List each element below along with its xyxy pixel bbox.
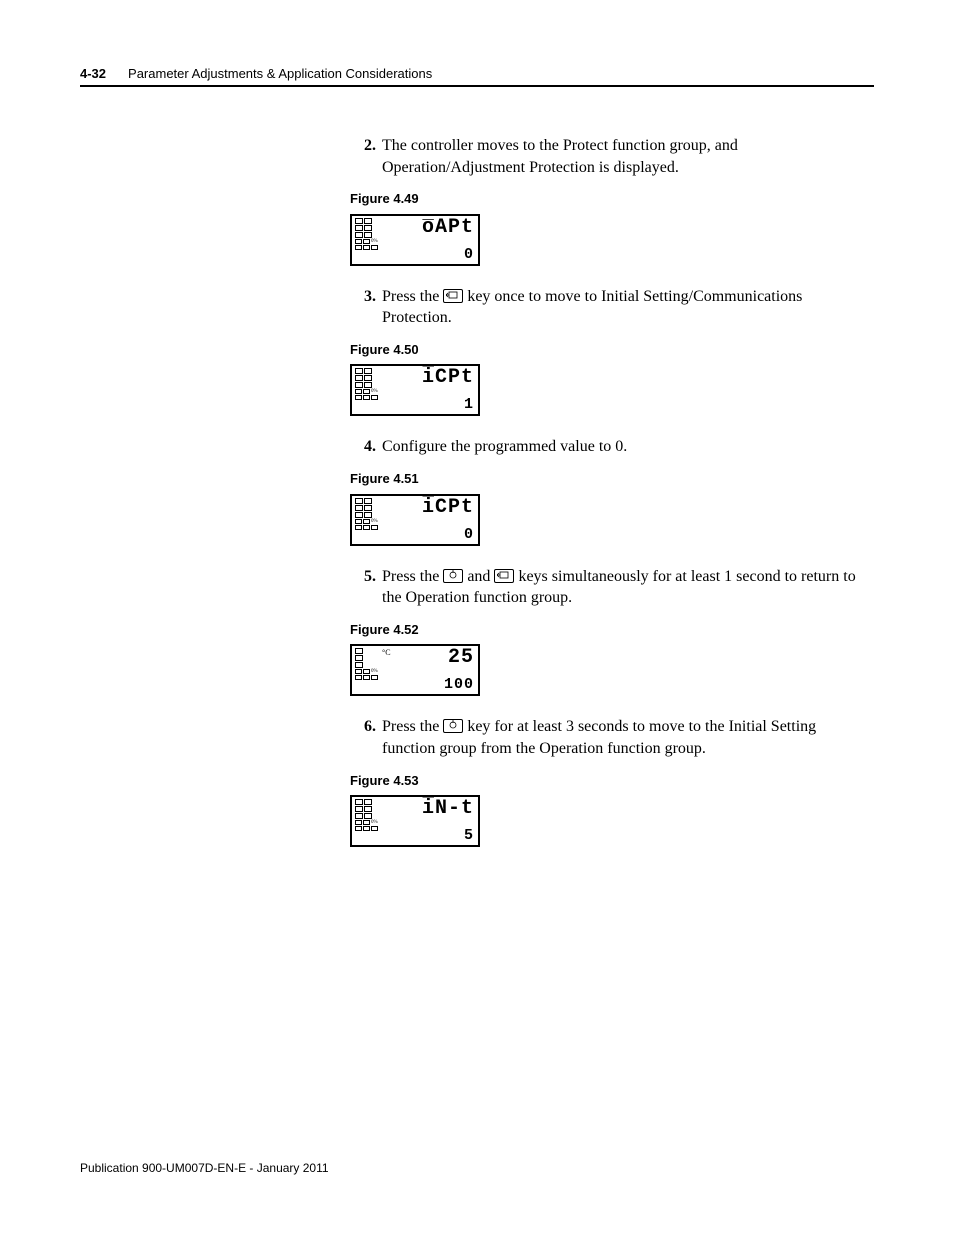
level-key-icon — [443, 569, 463, 583]
segment-display: i̅CPt 0 — [382, 496, 478, 544]
step-text: Press the key once to move to Initial Se… — [382, 286, 870, 329]
segment-display: i̅N-t 5 — [382, 797, 478, 845]
display-450: 0% i̅CPt 1 — [350, 364, 480, 416]
display-top: 25 — [382, 648, 474, 668]
step-number: 4. — [350, 436, 376, 458]
display-top: i̅N-t — [382, 799, 474, 819]
header-rule — [80, 85, 874, 87]
main-content: 2. The controller moves to the Protect f… — [350, 135, 870, 847]
display-top: i̅CPt — [382, 368, 474, 388]
mode-key-icon — [443, 289, 463, 303]
page-number: 4-32 — [80, 66, 106, 81]
step-number: 2. — [350, 135, 376, 178]
indicator-panel: 0% — [352, 797, 382, 845]
display-453: 0% i̅N-t 5 — [350, 795, 480, 847]
display-bottom: 100 — [382, 678, 474, 692]
segment-display: i̅CPt 1 — [382, 366, 478, 414]
display-452: °C 0% 25 100 — [350, 644, 480, 696]
figure-label-450: Figure 4.50 — [350, 341, 870, 359]
step-5: 5. Press the and keys simultaneously for… — [350, 566, 870, 609]
step-6: 6. Press the key for at least 3 seconds … — [350, 716, 870, 759]
segment-display: 25 100 — [382, 646, 478, 694]
section-title: Parameter Adjustments & Application Cons… — [128, 66, 432, 81]
level-key-icon — [443, 719, 463, 733]
display-449: 0% o̅APt 0 — [350, 214, 480, 266]
display-451: 0% i̅CPt 0 — [350, 494, 480, 546]
step-3: 3. Press the key once to move to Initial… — [350, 286, 870, 329]
indicator-panel: 0% — [352, 496, 382, 544]
figure-label-451: Figure 4.51 — [350, 470, 870, 488]
figure-label-452: Figure 4.52 — [350, 621, 870, 639]
display-bottom: 0 — [382, 248, 474, 262]
step-2: 2. The controller moves to the Protect f… — [350, 135, 870, 178]
step-text: Configure the programmed value to 0. — [382, 436, 870, 458]
step-text: Press the key for at least 3 seconds to … — [382, 716, 870, 759]
step-4: 4. Configure the programmed value to 0. — [350, 436, 870, 458]
display-bottom: 0 — [382, 528, 474, 542]
indicator-panel: 0% — [352, 366, 382, 414]
step-number: 6. — [350, 716, 376, 759]
segment-display: o̅APt 0 — [382, 216, 478, 264]
indicator-panel: 0% — [352, 216, 382, 264]
page-header: 4-32 Parameter Adjustments & Application… — [80, 66, 874, 81]
figure-label-449: Figure 4.49 — [350, 190, 870, 208]
figure-label-453: Figure 4.53 — [350, 772, 870, 790]
step-text: Press the and keys simultaneously for at… — [382, 566, 870, 609]
publication-footer: Publication 900-UM007D-EN-E - January 20… — [80, 1161, 329, 1175]
unit-celsius: °C — [382, 648, 391, 659]
mode-key-icon — [494, 569, 514, 583]
step-text: The controller moves to the Protect func… — [382, 135, 870, 178]
display-bottom: 5 — [382, 829, 474, 843]
step-number: 5. — [350, 566, 376, 609]
display-top: i̅CPt — [382, 498, 474, 518]
display-bottom: 1 — [382, 398, 474, 412]
display-top: o̅APt — [382, 218, 474, 238]
indicator-panel: 0% — [352, 646, 382, 694]
step-number: 3. — [350, 286, 376, 329]
